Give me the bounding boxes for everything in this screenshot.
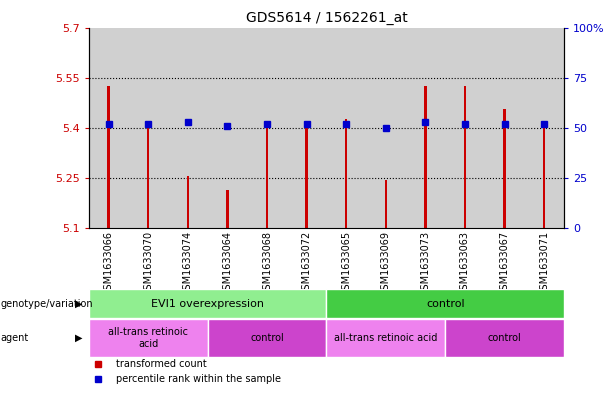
Text: GSM1633071: GSM1633071 <box>539 231 549 296</box>
Legend: transformed count, percentile rank within the sample: transformed count, percentile rank withi… <box>85 356 284 388</box>
Text: all-trans retinoic acid: all-trans retinoic acid <box>334 333 438 343</box>
Text: GSM1633064: GSM1633064 <box>223 231 232 296</box>
Bar <box>266 123 268 228</box>
Bar <box>503 109 506 228</box>
Text: GSM1633073: GSM1633073 <box>421 231 430 296</box>
Text: all-trans retinoic
acid: all-trans retinoic acid <box>109 327 188 349</box>
Bar <box>445 319 564 357</box>
Bar <box>107 86 110 228</box>
Title: GDS5614 / 1562261_at: GDS5614 / 1562261_at <box>246 11 407 25</box>
Bar <box>524 28 564 228</box>
Bar <box>89 319 208 357</box>
Text: GSM1633069: GSM1633069 <box>381 231 391 296</box>
Bar <box>147 123 150 228</box>
Bar <box>89 289 327 318</box>
Bar <box>366 28 406 228</box>
Text: ▶: ▶ <box>75 333 82 343</box>
Bar <box>384 180 387 228</box>
Text: GSM1633067: GSM1633067 <box>500 231 509 296</box>
Bar <box>89 28 129 228</box>
Bar <box>424 86 427 228</box>
Text: genotype/variation: genotype/variation <box>1 299 93 309</box>
Bar <box>406 28 445 228</box>
Bar <box>168 28 208 228</box>
Text: EVI1 overexpression: EVI1 overexpression <box>151 299 264 309</box>
Bar <box>543 123 546 228</box>
Bar <box>247 28 287 228</box>
Bar <box>345 119 348 228</box>
Bar <box>226 189 229 228</box>
Bar <box>327 289 564 318</box>
Bar <box>208 28 247 228</box>
Text: agent: agent <box>1 333 29 343</box>
Text: control: control <box>426 299 465 309</box>
Bar <box>327 319 445 357</box>
Bar <box>305 123 308 228</box>
Bar <box>129 28 168 228</box>
Text: GSM1633066: GSM1633066 <box>104 231 113 296</box>
Bar <box>187 176 189 228</box>
Text: GSM1633074: GSM1633074 <box>183 231 193 296</box>
Bar <box>485 28 524 228</box>
Text: GSM1633063: GSM1633063 <box>460 231 470 296</box>
Text: GSM1633072: GSM1633072 <box>302 231 311 296</box>
Text: GSM1633065: GSM1633065 <box>341 231 351 296</box>
Text: GSM1633070: GSM1633070 <box>143 231 153 296</box>
Bar <box>464 86 466 228</box>
Text: control: control <box>488 333 522 343</box>
Bar <box>287 28 327 228</box>
Text: ▶: ▶ <box>75 299 82 309</box>
Bar <box>208 319 327 357</box>
Bar <box>445 28 485 228</box>
Text: GSM1633068: GSM1633068 <box>262 231 272 296</box>
Text: control: control <box>250 333 284 343</box>
Bar <box>327 28 366 228</box>
